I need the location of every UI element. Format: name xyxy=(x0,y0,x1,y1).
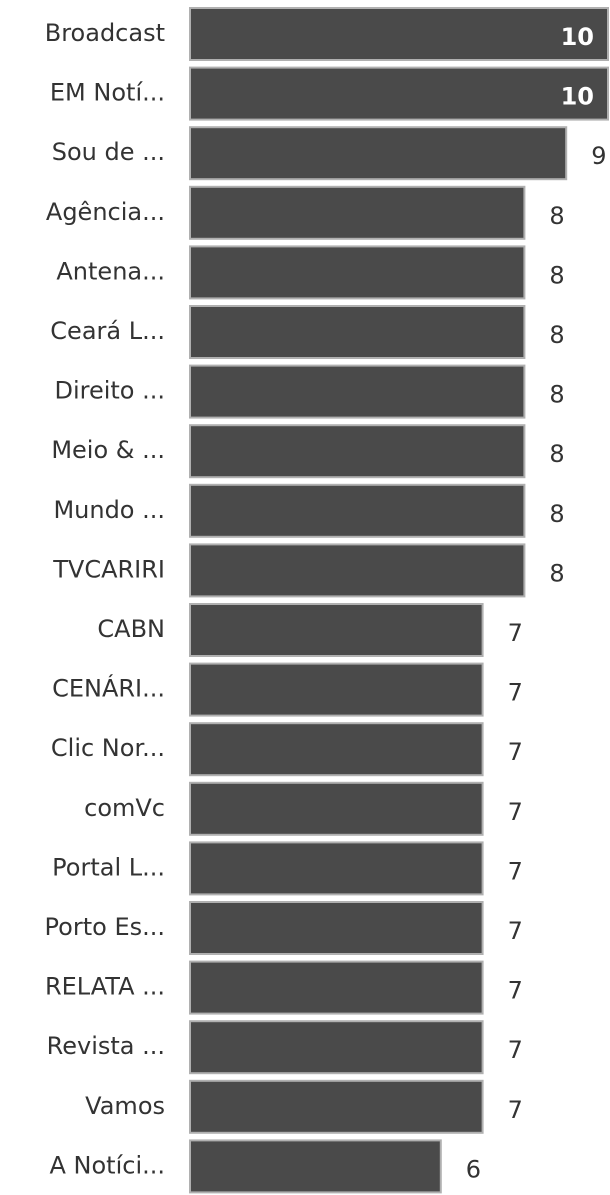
value-label: 10 xyxy=(561,83,594,111)
category-label: Mundo ... xyxy=(53,496,165,524)
value-label: 8 xyxy=(549,261,564,289)
value-label: 8 xyxy=(549,440,564,468)
value-label: 7 xyxy=(508,977,523,1005)
bar xyxy=(189,841,484,896)
bar xyxy=(189,960,484,1015)
value-label: 7 xyxy=(508,619,523,647)
category-label: Antena... xyxy=(56,257,165,285)
bar xyxy=(189,424,526,479)
bar xyxy=(189,364,526,419)
category-label: Direito ... xyxy=(54,377,165,405)
category-label: comVc xyxy=(84,794,165,822)
bar xyxy=(189,66,609,121)
bar xyxy=(189,543,526,598)
value-label: 8 xyxy=(549,321,564,349)
bar xyxy=(189,245,526,300)
bar xyxy=(189,1139,442,1194)
value-label: 8 xyxy=(549,202,564,230)
value-label: 7 xyxy=(508,679,523,707)
category-label: TVCARIRI xyxy=(52,555,165,583)
bar xyxy=(189,722,484,777)
category-label: A Notíci... xyxy=(49,1151,165,1179)
category-label: CENÁRI... xyxy=(52,674,165,703)
bar xyxy=(189,305,526,359)
bar xyxy=(189,7,609,61)
value-label: 7 xyxy=(508,798,523,826)
bar xyxy=(189,603,484,657)
value-label: 6 xyxy=(466,1155,481,1183)
value-label: 7 xyxy=(508,1096,523,1124)
bar xyxy=(189,1079,484,1134)
category-label: Revista ... xyxy=(47,1032,165,1060)
category-label: Clic Nor... xyxy=(51,734,165,762)
category-label: RELATA ... xyxy=(45,973,165,1001)
category-label: Meio & ... xyxy=(51,436,165,464)
category-label: Agência... xyxy=(46,198,165,226)
bar xyxy=(189,483,526,538)
category-label: Porto Es... xyxy=(45,913,165,941)
bar xyxy=(189,126,568,181)
value-label: 8 xyxy=(549,559,564,587)
category-label: Ceará L... xyxy=(50,317,165,345)
value-label: 7 xyxy=(508,917,523,945)
bar xyxy=(189,662,484,717)
value-label: 8 xyxy=(549,381,564,409)
bar xyxy=(189,185,526,240)
category-label: Portal L... xyxy=(52,853,165,881)
value-label: 8 xyxy=(549,500,564,528)
bar xyxy=(189,1020,484,1075)
value-label: 7 xyxy=(508,738,523,766)
category-label: Broadcast xyxy=(45,19,165,47)
category-label: EM Notí... xyxy=(50,79,165,107)
value-label: 7 xyxy=(508,1036,523,1064)
bar xyxy=(189,901,484,955)
category-label: CABN xyxy=(97,615,165,643)
value-label: 9 xyxy=(591,142,606,170)
category-label: Vamos xyxy=(85,1092,165,1120)
category-label: Sou de ... xyxy=(52,138,165,166)
value-label: 7 xyxy=(508,857,523,885)
bar xyxy=(189,781,484,836)
value-label: 10 xyxy=(561,23,594,51)
